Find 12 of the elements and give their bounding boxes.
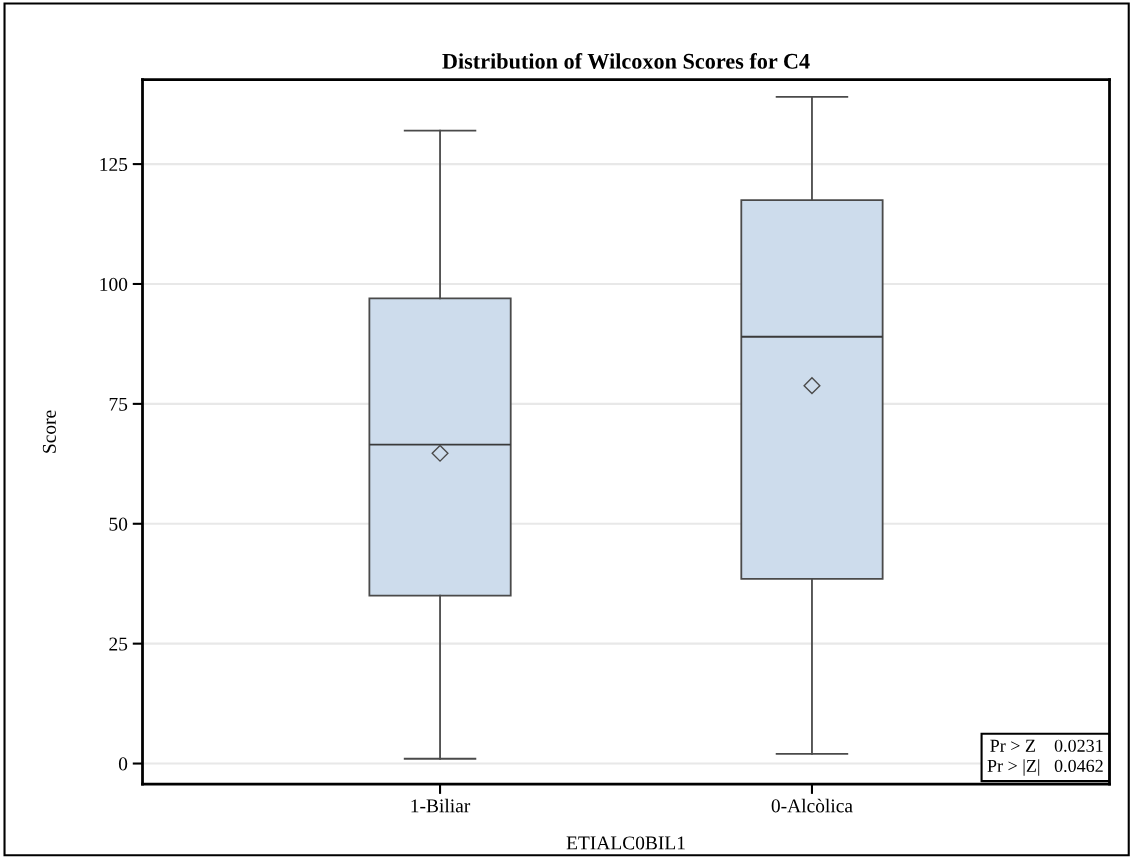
y-tick-label: 0 [118, 757, 128, 771]
y-tick-label: 25 [109, 637, 128, 651]
y-tick-label: 50 [109, 517, 128, 531]
chart-title: Distribution of Wilcoxon Scores for C4 [442, 52, 810, 69]
x-axis-title: ETIALC0BIL1 [566, 836, 685, 850]
y-axis-title: Score [42, 410, 56, 453]
y-tick-label: 75 [109, 397, 128, 411]
x-tick-label: 1-Biliar [411, 798, 471, 813]
x-tick-label: 0-Alcòlica [771, 798, 853, 813]
annotation: Pr > Z 0.0231 Pr > |Z| 0.0462 [987, 739, 1103, 776]
y-tick-label: 100 [100, 277, 128, 291]
y-tick-label: 125 [100, 157, 128, 172]
